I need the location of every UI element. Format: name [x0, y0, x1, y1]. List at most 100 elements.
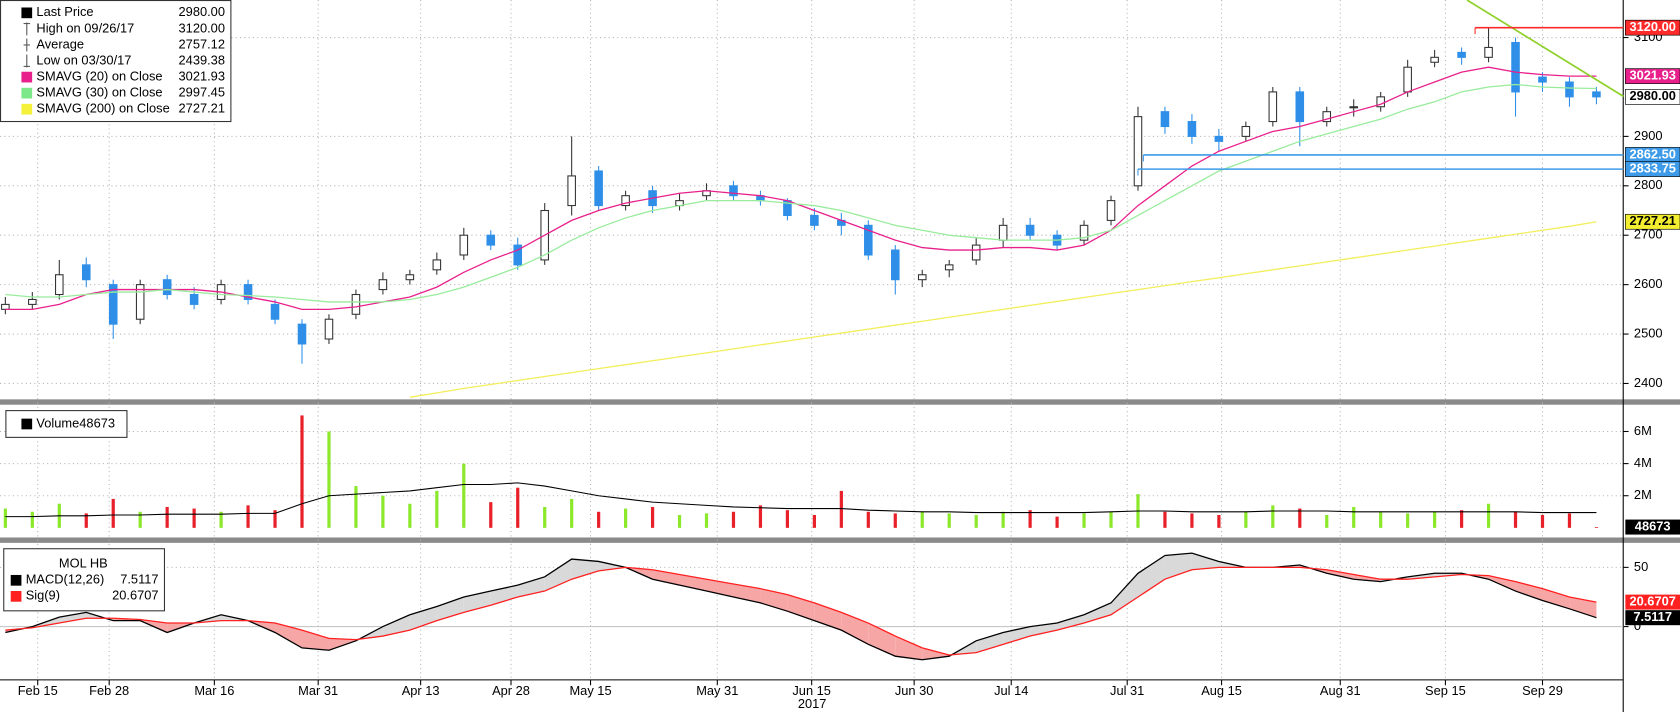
macd-line [5, 566, 1597, 656]
volume-bar [138, 511, 142, 528]
x-tick-label: Jun 30 [895, 683, 934, 698]
volume-bar [1486, 503, 1491, 528]
marks-layer [1, 0, 1624, 661]
volume-bar [381, 495, 385, 528]
moving-average-line [5, 66, 1597, 310]
legend-label: MACD(12,26) [26, 572, 105, 587]
y-tick-label: 2400 [1634, 375, 1663, 390]
volume-bar [354, 486, 358, 528]
legend-label: High on 09/26/17 [36, 20, 134, 35]
macd-fill [1515, 581, 1543, 601]
candle-body [1079, 224, 1089, 241]
candle-body [1349, 106, 1359, 109]
volume-bar [3, 508, 7, 528]
volume-bar [1540, 514, 1545, 528]
x-axis-label: 2017 [798, 696, 827, 711]
volume-bar [947, 513, 951, 528]
y-tick-label: 2600 [1634, 276, 1663, 291]
candle-body [270, 303, 280, 320]
macd-fill [598, 561, 626, 571]
macd-fill [1137, 555, 1165, 597]
legend-label: Volume [36, 415, 79, 430]
volume-bar [30, 511, 34, 528]
candle-body [108, 284, 118, 325]
macd-fill [382, 614, 410, 637]
volume-bar [704, 513, 709, 528]
x-tick-label: Feb 15 [18, 683, 58, 698]
volume-bar [1217, 514, 1221, 528]
macd-fill [1569, 596, 1597, 618]
volume-bar [165, 506, 169, 528]
volume-bar [1433, 511, 1437, 528]
candle-body [1133, 116, 1143, 187]
price-tag [1625, 68, 1680, 84]
macd-fill [1488, 575, 1516, 592]
candle-body [162, 279, 172, 296]
legend-value: 2997.45 [179, 85, 225, 100]
x-tick-label: Mar 31 [298, 683, 338, 698]
volume-average-line [5, 482, 1597, 518]
macd-tag [1625, 610, 1680, 626]
volume-bar [1190, 513, 1194, 528]
volume-bar [327, 431, 331, 528]
volume-bar [408, 503, 412, 528]
volume-bar [1109, 511, 1113, 528]
price-tag-label: 3021.93 [1629, 68, 1675, 83]
volume-bar [570, 498, 574, 528]
volume-bar [839, 490, 843, 528]
x-tick-label: Jun 15 [792, 683, 831, 698]
volume-bar [111, 498, 115, 528]
candle-body [1241, 125, 1251, 137]
candle-body [459, 234, 469, 256]
volume-legend: Volume 48673 [5, 410, 128, 438]
candle-body [81, 264, 91, 281]
macd-fill [248, 620, 276, 633]
candle-body [297, 323, 307, 345]
volume-bar [543, 506, 547, 528]
legend-value: 2727.21 [179, 101, 225, 116]
macd-fill [1164, 553, 1192, 580]
legend-swatch [21, 103, 33, 115]
volume-bar [516, 487, 520, 528]
x-tick-label: Jul 14 [994, 683, 1028, 698]
volume-bar [1055, 516, 1059, 528]
macd-fill [760, 588, 788, 612]
candle-body [189, 293, 199, 305]
legend-value: 2439.38 [179, 52, 225, 67]
legend-label: Average [36, 36, 84, 51]
legend-swatch [21, 7, 33, 19]
candle-body [135, 284, 145, 320]
panel-separator [0, 537, 1680, 543]
candle-body [890, 249, 900, 281]
volume-bar [1406, 513, 1410, 528]
candle-body [351, 293, 361, 315]
candle-body [55, 274, 64, 296]
candle-body [432, 259, 442, 271]
moving-average-line [5, 83, 1597, 303]
x-tick-label: Sep 29 [1522, 683, 1563, 698]
legend-label: SMAVG (200) on Close [36, 101, 169, 116]
volume-bar [920, 511, 924, 528]
macd-fill [1057, 614, 1085, 631]
legend-box [0, 0, 232, 123]
price-tag-label: 2980.00 [1629, 88, 1675, 103]
moving-average-line [409, 221, 1597, 398]
volume-bar [1271, 505, 1275, 528]
candle-body [28, 298, 37, 305]
volume-bar [300, 415, 304, 528]
candle-body [1, 303, 10, 310]
x-tick-label: May 31 [696, 683, 738, 698]
volume-bar [1298, 508, 1302, 528]
x-tick-label: Jul 31 [1110, 683, 1144, 698]
macd-fill [814, 602, 842, 631]
legend-value: 2757.12 [179, 36, 225, 51]
candle-body [1376, 96, 1385, 108]
candle-body [729, 185, 738, 197]
y-tick-label: 6M [1634, 423, 1652, 438]
volume-bar [1594, 527, 1599, 528]
legend-label: Low on 03/30/17 [36, 52, 131, 67]
candle-body [567, 175, 576, 207]
candle-body [243, 284, 253, 300]
